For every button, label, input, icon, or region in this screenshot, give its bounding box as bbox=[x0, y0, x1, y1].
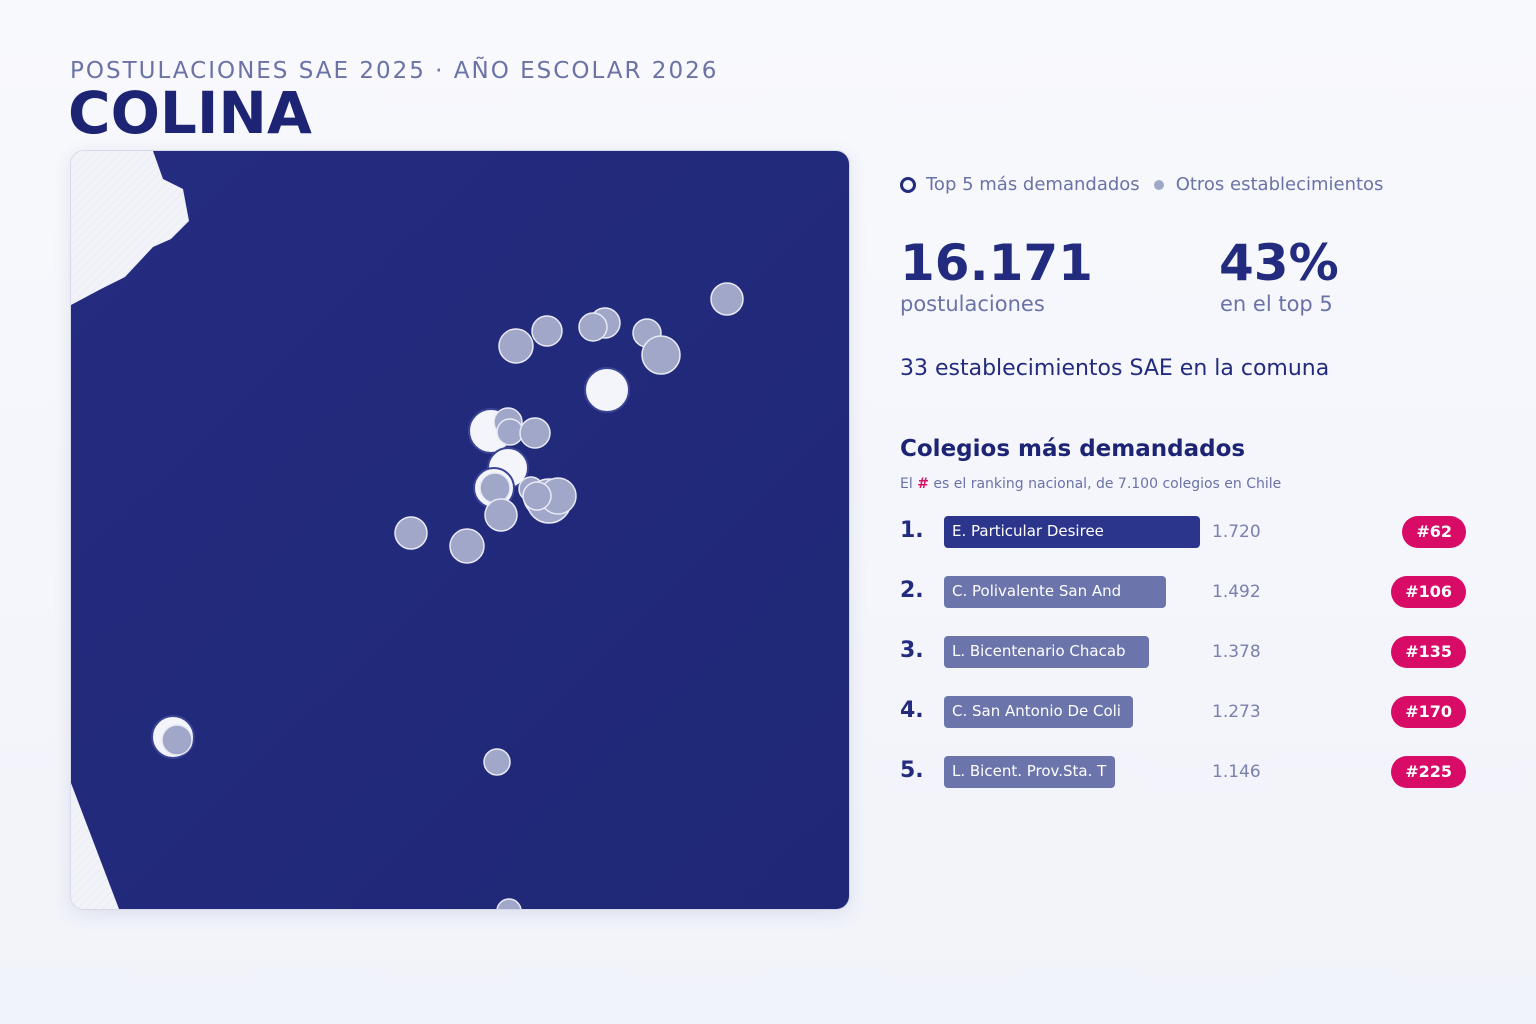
school-name: L. Bicent. Prov.Sta. T bbox=[952, 762, 1107, 780]
national-rank-badge: #62 bbox=[1402, 516, 1466, 548]
applications-count: 1.492 bbox=[1212, 582, 1261, 602]
top5-school-marker[interactable] bbox=[584, 367, 630, 413]
national-rank-badge: #106 bbox=[1391, 576, 1466, 608]
rank-position: 5. bbox=[900, 758, 924, 783]
national-rank-badge: #225 bbox=[1391, 756, 1466, 788]
school-marker[interactable] bbox=[710, 282, 744, 316]
rank-position: 4. bbox=[900, 698, 924, 723]
applications-count: 1.146 bbox=[1212, 762, 1261, 782]
ranking-title: Colegios más demandados bbox=[900, 436, 1246, 462]
school-name: C. San Antonio De Coli bbox=[952, 702, 1121, 720]
school-marker[interactable] bbox=[496, 898, 522, 909]
ranking-row-1[interactable]: 1. E. Particular Desiree 1.720 #62 bbox=[900, 516, 1470, 550]
ranking-note-prefix: El bbox=[900, 476, 913, 492]
ranking-note: El # es el ranking nacional, de 7.100 co… bbox=[900, 476, 1281, 492]
ranking-row-2[interactable]: 2. C. Polivalente San And 1.492 #106 bbox=[900, 576, 1470, 610]
ranking-note-hash: # bbox=[917, 476, 929, 492]
school-markers bbox=[151, 282, 744, 909]
commune-title: COLINA bbox=[68, 79, 312, 147]
school-marker[interactable] bbox=[479, 472, 511, 504]
rank-position: 1. bbox=[900, 518, 924, 543]
ranking-row-4[interactable]: 4. C. San Antonio De Coli 1.273 #170 bbox=[900, 696, 1470, 730]
school-name: C. Polivalente San And bbox=[952, 582, 1122, 600]
ranking-row-3[interactable]: 3. L. Bicentenario Chacab 1.378 #135 bbox=[900, 636, 1470, 670]
school-marker[interactable] bbox=[496, 418, 524, 446]
school-marker[interactable] bbox=[519, 417, 551, 449]
national-rank-badge: #135 bbox=[1391, 636, 1466, 668]
school-marker[interactable] bbox=[498, 328, 534, 364]
others-dot-icon bbox=[1153, 179, 1164, 190]
school-marker[interactable] bbox=[522, 481, 552, 511]
applications-label: postulaciones bbox=[900, 292, 1045, 316]
commune-map[interactable] bbox=[70, 150, 850, 910]
legend-top5-label: Top 5 más demandados bbox=[926, 174, 1140, 195]
map-svg bbox=[71, 151, 849, 909]
school-marker[interactable] bbox=[161, 724, 193, 756]
rank-bar bbox=[944, 696, 1133, 728]
page-kicker: POSTULACIONES SAE 2025 · AÑO ESCOLAR 202… bbox=[70, 58, 719, 84]
school-marker[interactable] bbox=[484, 498, 518, 532]
legend-others-label: Otros establecimientos bbox=[1175, 174, 1384, 195]
school-marker[interactable] bbox=[483, 748, 511, 776]
applications-value: 16.171 bbox=[900, 234, 1093, 292]
map-legend: Top 5 más demandados Otros establecimien… bbox=[900, 174, 1383, 195]
applications-count: 1.720 bbox=[1212, 522, 1261, 542]
rank-bar bbox=[944, 756, 1115, 788]
rank-bar bbox=[944, 516, 1200, 548]
school-name: E. Particular Desiree bbox=[952, 522, 1104, 540]
top5-ring-icon bbox=[900, 176, 916, 193]
ranking-row-5[interactable]: 5. L. Bicent. Prov.Sta. T 1.146 #225 bbox=[900, 756, 1470, 790]
rank-position: 3. bbox=[900, 638, 924, 663]
national-rank-badge: #170 bbox=[1391, 696, 1466, 728]
rank-bar bbox=[944, 636, 1149, 668]
school-marker[interactable] bbox=[394, 516, 428, 550]
establishments-count: 33 establecimientos SAE en la comuna bbox=[900, 356, 1330, 381]
rank-position: 2. bbox=[900, 578, 924, 603]
ranking-note-suffix: es el ranking nacional, de 7.100 colegio… bbox=[933, 476, 1282, 492]
top5-share-label: en el top 5 bbox=[1220, 292, 1333, 316]
school-marker[interactable] bbox=[578, 312, 608, 342]
school-marker[interactable] bbox=[531, 315, 563, 347]
rank-bar bbox=[944, 576, 1166, 608]
applications-count: 1.273 bbox=[1212, 702, 1261, 722]
school-name: L. Bicentenario Chacab bbox=[952, 642, 1126, 660]
applications-count: 1.378 bbox=[1212, 642, 1261, 662]
top5-share-value: 43% bbox=[1219, 234, 1339, 292]
school-marker[interactable] bbox=[449, 528, 485, 564]
school-marker[interactable] bbox=[641, 335, 681, 375]
